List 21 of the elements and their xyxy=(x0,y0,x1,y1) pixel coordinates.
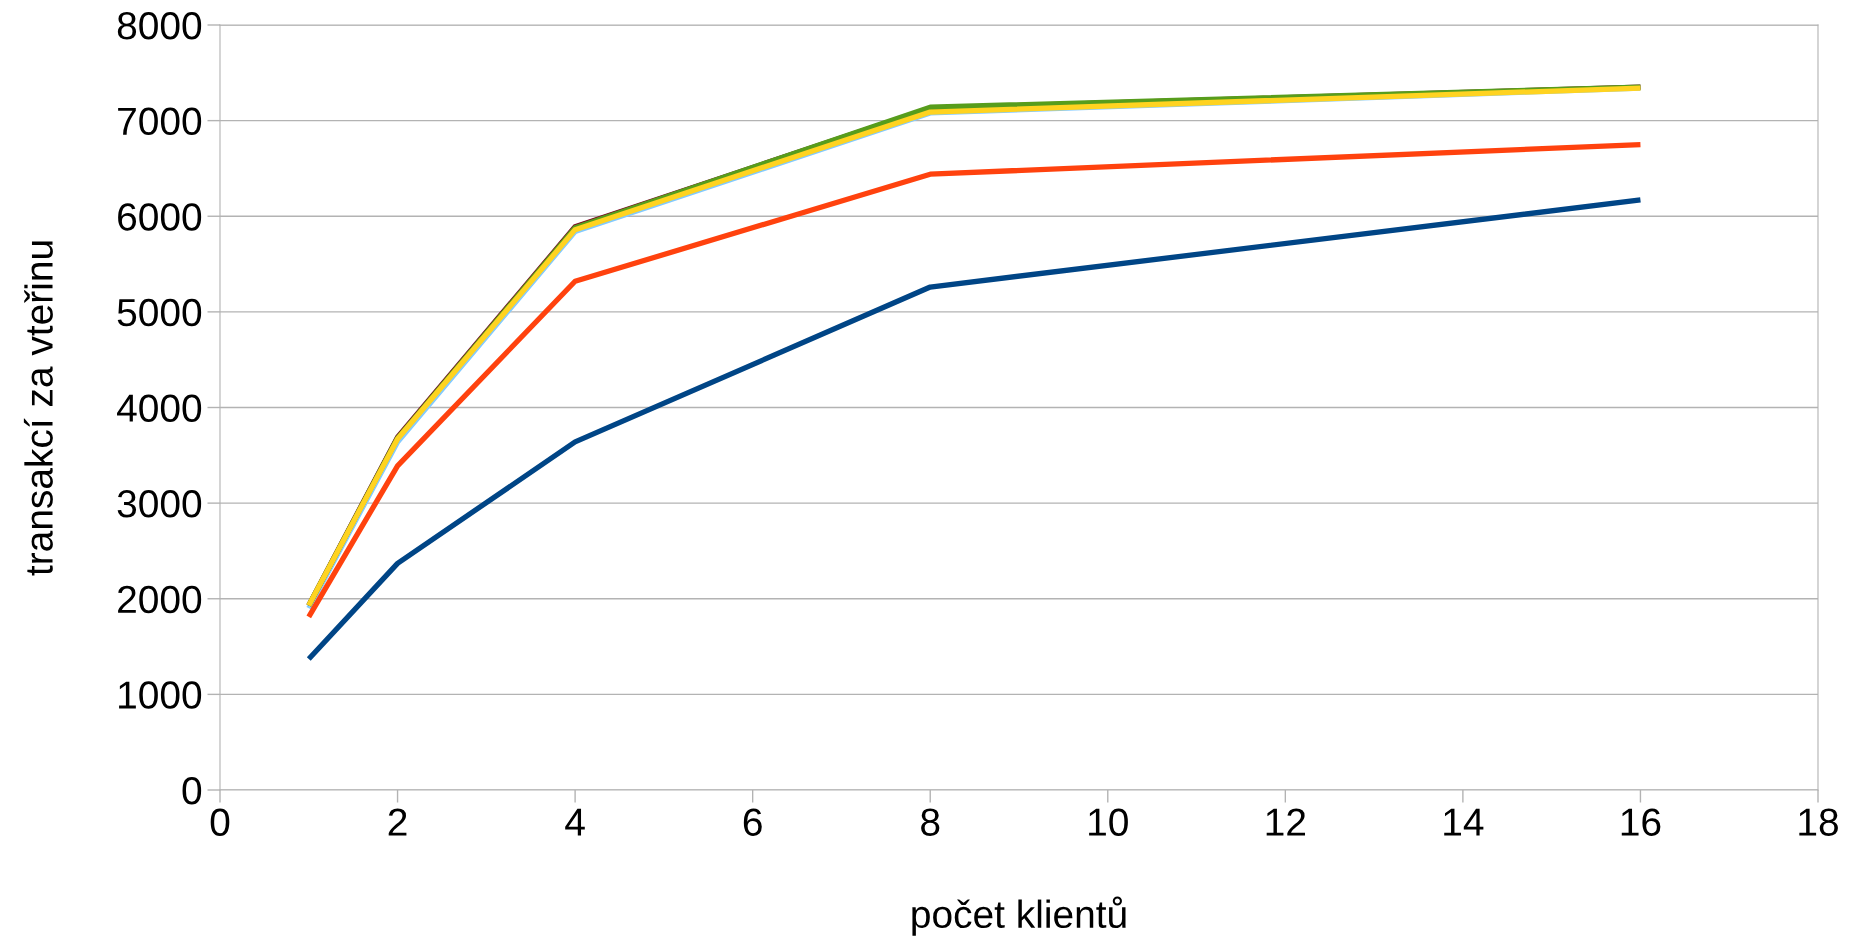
x-tick-label: 8 xyxy=(921,808,940,836)
y-tick-label: 3000 xyxy=(117,490,202,518)
y-tick-label: 0 xyxy=(182,776,202,805)
y-tick-label: 7000 xyxy=(118,107,202,136)
y-tick-label: 4000 xyxy=(117,394,202,422)
x-tick-label: 0 xyxy=(210,808,230,836)
x-tick-label: 4 xyxy=(565,808,585,836)
y-tick-label: 8000 xyxy=(117,11,202,40)
y-tick-label: 1000 xyxy=(119,681,202,709)
x-tick-label: 16 xyxy=(1621,808,1661,836)
x-tick-label: 2 xyxy=(388,808,407,836)
x-tick-label: 12 xyxy=(1266,808,1306,836)
x-axis-title: počet klientů xyxy=(912,896,1126,936)
y-tick-label: 5000 xyxy=(117,298,202,327)
x-tick-label: 6 xyxy=(743,808,762,836)
y-axis-title: transakcí za vteřinu xyxy=(23,241,53,576)
y-tick-label: 6000 xyxy=(118,203,202,231)
y-tick-label: 2000 xyxy=(118,585,202,614)
x-tick-label: 18 xyxy=(1799,808,1838,836)
x-tick-label: 10 xyxy=(1089,808,1128,836)
x-tick-label: 14 xyxy=(1444,808,1484,836)
